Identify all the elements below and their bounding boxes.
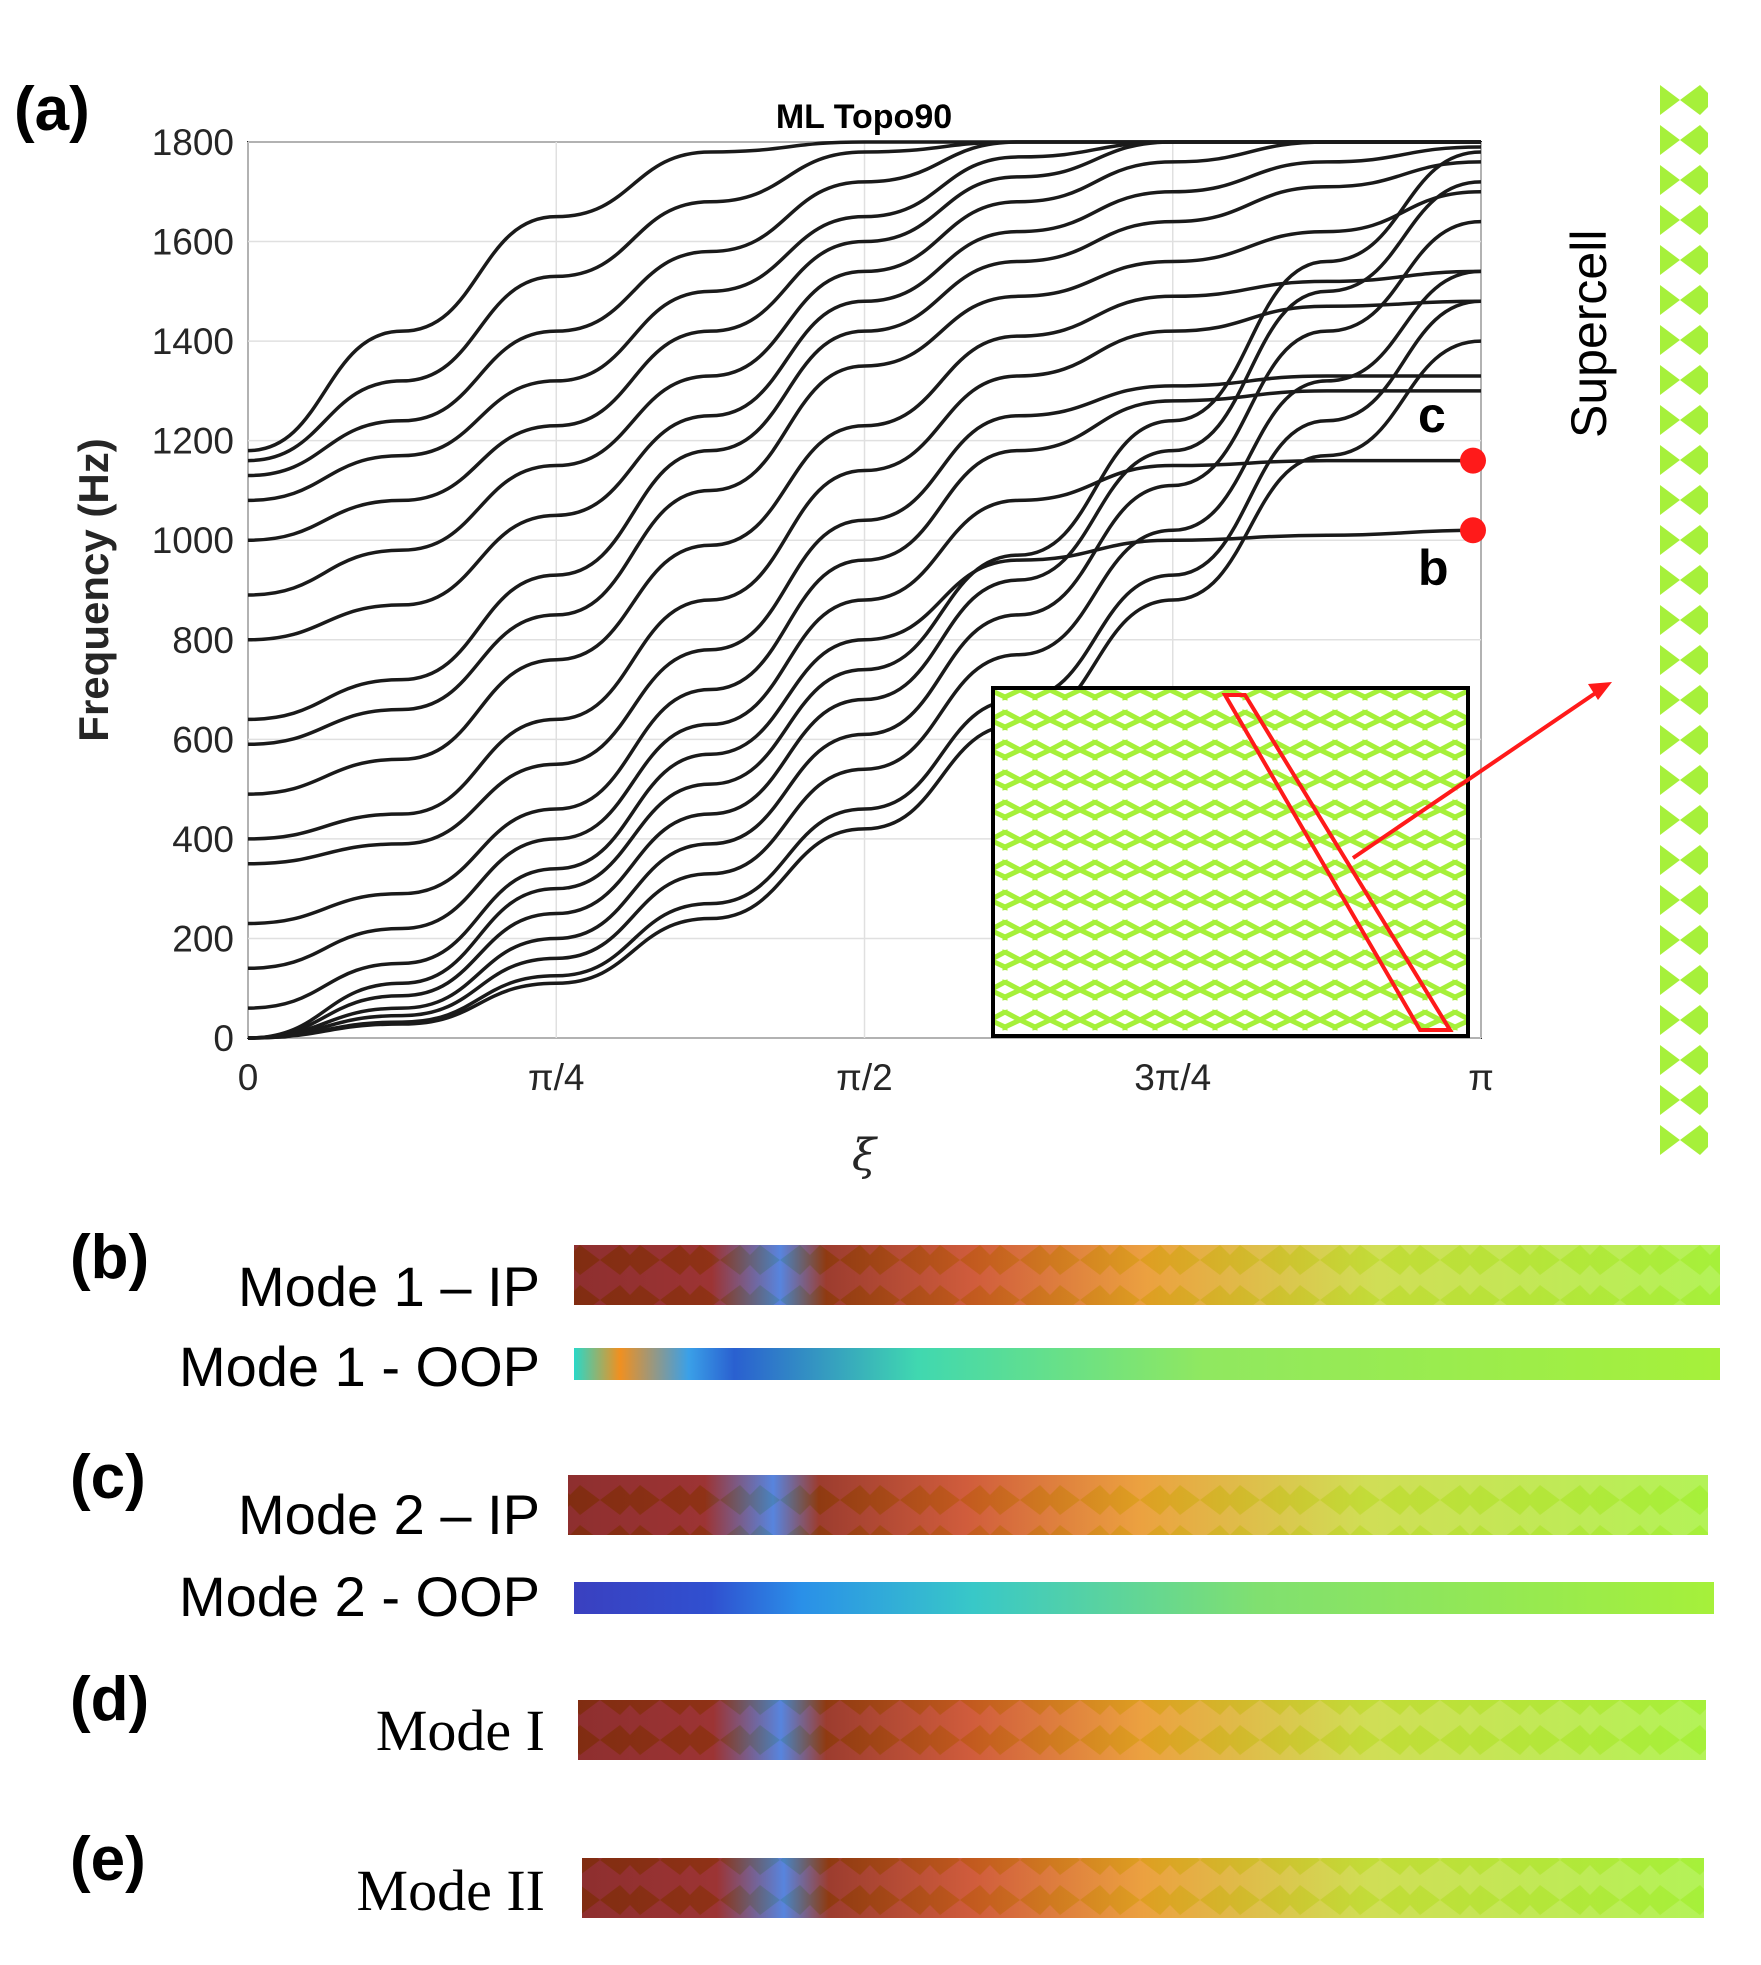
mode-II-color [582,1858,1704,1918]
band-curve-band-5 [247,180,1482,1040]
dispersion-chart: 0 200 400 600 800 1000 1200 1400 1600 1800 0 π/4 π/… [70,98,1612,1181]
mode2-oop-strip [574,1582,1714,1614]
mode-II-label: Mode II [357,1858,545,1923]
mode2-oop-label: Mode 2 - OOP [179,1565,540,1628]
panel-label-b: (b) [70,1223,149,1292]
x-tick-label: π/4 [528,1057,584,1098]
supercell-strip [1660,75,1708,1155]
mode1-oop-label: Mode 1 - OOP [179,1335,540,1398]
band-curve-band-3 [247,269,1482,1040]
y-tick-labels: 0 200 400 600 800 1000 1200 1400 1600 1800 [152,122,234,1059]
mode1-oop-strip [574,1348,1720,1380]
x-tick-label: 0 [238,1057,259,1098]
supercell-arrow-head [1588,682,1612,700]
supercell-label: Supercell [1561,230,1617,438]
y-tick-label: 0 [213,1018,234,1059]
mode2-ip-strip [568,1475,1708,1535]
point-label-b: b [1418,540,1449,596]
mode1-ip-color [574,1245,1720,1305]
band-curve-band-13 [247,190,1482,747]
y-axis-title: Frequency (Hz) [70,438,117,741]
band-curve-band-4 [247,219,1482,1040]
y-tick-label: 600 [172,719,234,760]
y-tick-label: 1200 [152,421,234,462]
x-tick-label: 3π/4 [1134,1057,1211,1098]
marker-point-c [1460,447,1486,474]
mode-I-color [578,1700,1706,1760]
mode-I-strip [578,1700,1706,1760]
band-curve-band-12 [247,269,1482,796]
x-tick-labels: 0 π/4 π/2 3π/4 π [238,1057,1494,1098]
y-tick-label: 800 [172,620,234,661]
point-label-c: c [1418,387,1446,443]
mode2-ip-color [568,1475,1708,1535]
band-curve-band-7 [247,528,1482,1010]
panel-label-a: (a) [14,75,90,144]
mode-II-strip [582,1858,1704,1918]
band-curve-band-6 [247,150,1482,1040]
mode1-ip-strip [574,1245,1720,1305]
band-curve-band-9 [247,389,1481,926]
x-axis-title: ξ [852,1130,879,1181]
panel-label-e: (e) [70,1825,146,1894]
marker-point-b [1460,517,1486,544]
mode-I-label: Mode I [376,1698,545,1763]
y-tick-label: 400 [172,819,234,860]
band-curve-band-11 [247,299,1482,841]
supercell-arrow-line [1351,688,1602,860]
band-curve-band-14 [247,160,1482,722]
mode2-ip-label: Mode 2 – IP [238,1483,540,1546]
y-tick-label: 1400 [152,321,234,362]
y-tick-label: 1000 [152,520,234,561]
band-curve-band-10 [247,374,1481,866]
band-curve-band-2 [247,299,1482,1040]
highlighted-points [1460,447,1486,544]
mode1-ip-label: Mode 1 – IP [238,1255,540,1318]
band-curve-band-1 [247,339,1482,1040]
lattice-inset [991,682,1612,1038]
y-tick-label: 1800 [152,122,234,163]
x-tick-label: π [1468,1057,1494,1098]
lattice-inset-frame [991,686,1470,1038]
y-tick-label: 200 [172,918,234,959]
band-curve-band-21 [247,140,1481,453]
band-curve-band-16 [247,140,1481,597]
band-curves [247,140,1482,1040]
y-tick-label: 1600 [152,222,234,263]
supercell-selection [1221,693,1454,1032]
band-curve-band-15 [247,145,1482,642]
panel-label-d: (d) [70,1665,149,1734]
x-tick-label: π/2 [836,1057,892,1098]
panel-label-c: (c) [70,1443,146,1512]
chart-title: ML Topo90 [776,98,952,136]
band-curve-band-8 [247,458,1481,971]
